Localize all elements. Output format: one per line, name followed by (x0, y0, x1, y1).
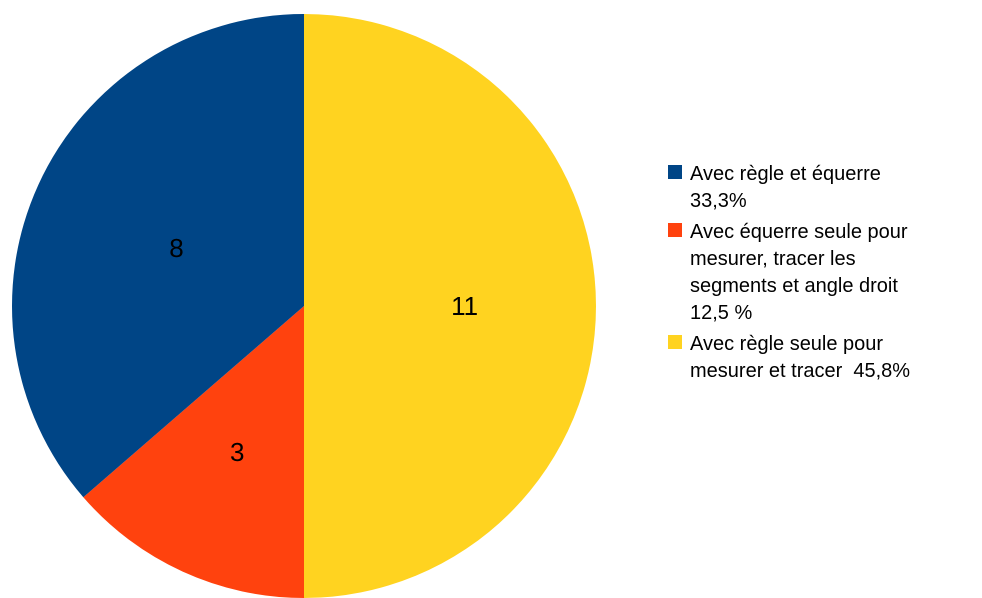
legend-label-2-line-4: 12,5 % (690, 302, 752, 324)
legend: Avec règle et équerre 33,3% Avec équerre s… (668, 163, 910, 382)
pie-slice-2 (83, 306, 304, 598)
legend-swatch-1 (668, 165, 682, 179)
pie-data-label-3: 11 (451, 291, 478, 321)
legend-label-2-line-1: Avec équerre seule pour (690, 221, 908, 243)
pie-slice-1 (11, 14, 304, 498)
pie-data-labels: 11 3 8 (169, 233, 478, 467)
legend-swatch-2 (668, 223, 682, 237)
legend-label-3-line-2: mesurer et tracer 45,8% (690, 360, 910, 382)
legend-swatch-3 (668, 335, 682, 349)
pie-data-label-2: 3 (230, 437, 244, 467)
legend-label-2-line-2: mesurer, tracer les (690, 248, 856, 270)
legend-label-2-line-3: segments et angle droit (690, 275, 898, 297)
pie-slices (11, 14, 596, 598)
legend-label-1-line-1: Avec règle et équerre (690, 163, 881, 185)
pie-slice-3 (304, 14, 596, 598)
legend-label-1-line-2: 33,3% (690, 190, 747, 212)
pie-data-label-1: 8 (169, 233, 183, 263)
legend-label-3-line-1: Avec règle seule pour (690, 333, 883, 355)
